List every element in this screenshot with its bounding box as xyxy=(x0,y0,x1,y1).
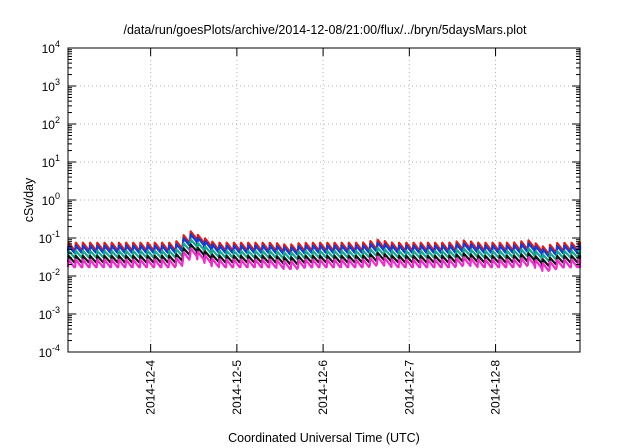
y-tick-exponent: 1 xyxy=(55,153,60,163)
x-tick-label: 2014-12-6 xyxy=(316,360,330,415)
gridlines xyxy=(68,48,580,352)
y-tick-label: 104 xyxy=(42,39,60,56)
x-tick-label: 2014-12-7 xyxy=(402,360,416,415)
y-tick-label: 10-3 xyxy=(39,305,60,322)
y-tick-exponent: -4 xyxy=(52,343,60,353)
y-tick-label: 10-1 xyxy=(39,229,60,246)
y-tick-mantissa: 10 xyxy=(39,232,53,246)
y-tick-exponent: -3 xyxy=(52,305,60,315)
y-tick-label: 101 xyxy=(42,153,60,170)
x-tick-label: 2014-12-8 xyxy=(489,360,503,415)
x-tick-label: 2014-12-4 xyxy=(144,360,158,415)
y-tick-label: 10-2 xyxy=(39,267,60,284)
y-tick-exponent: 0 xyxy=(55,191,60,201)
x-axis-ticks: 2014-12-4 2014-12-5 2014-12-6 2014-12-7 2014… xyxy=(144,48,503,415)
y-tick-label: 100 xyxy=(42,191,60,208)
y-tick-mantissa: 10 xyxy=(42,118,56,132)
y-tick-exponent: -1 xyxy=(52,229,60,239)
y-tick-mantissa: 10 xyxy=(42,194,56,208)
y-tick-mantissa: 10 xyxy=(39,308,53,322)
y-tick-label: 10-4 xyxy=(39,343,60,360)
y-tick-mantissa: 10 xyxy=(39,346,53,360)
y-tick-mantissa: 10 xyxy=(42,156,56,170)
series-lines xyxy=(66,230,582,272)
y-tick-label: 103 xyxy=(42,77,60,94)
y-tick-mantissa: 10 xyxy=(42,80,56,94)
chart-title: /data/run/goesPlots/archive/2014-12-08/2… xyxy=(123,23,527,37)
series-line-5 xyxy=(66,247,582,272)
x-tick-label: 2014-12-5 xyxy=(230,360,244,415)
x-axis-label: Coordinated Universal Time (UTC) xyxy=(228,431,420,445)
y-tick-mantissa: 10 xyxy=(42,42,56,56)
y-tick-label: 102 xyxy=(42,115,60,132)
y-tick-mantissa: 10 xyxy=(39,270,53,284)
y-axis-label: cSv/day xyxy=(22,177,36,222)
y-tick-exponent: -2 xyxy=(52,267,60,277)
y-tick-exponent: 3 xyxy=(55,77,60,87)
y-tick-exponent: 2 xyxy=(55,115,60,125)
y-tick-exponent: 4 xyxy=(55,39,60,49)
